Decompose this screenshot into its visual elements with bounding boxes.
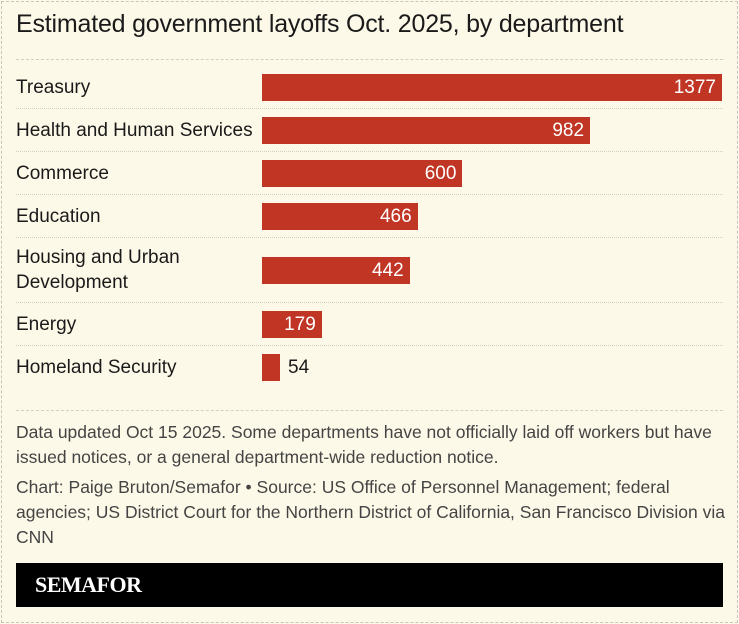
value-label: 982 — [552, 120, 585, 141]
chart-title: Estimated government layoffs Oct. 2025, … — [16, 10, 624, 38]
bar — [262, 117, 591, 144]
row-divider — [16, 194, 723, 195]
bar — [262, 257, 410, 284]
value-label: 466 — [379, 206, 412, 227]
category-label: Education — [16, 205, 101, 227]
value-label: 600 — [424, 163, 457, 184]
row-divider — [16, 237, 723, 238]
semafor-logo: SEMAFOR — [35, 572, 142, 597]
category-label: Treasury — [16, 76, 91, 98]
value-label: 54 — [288, 357, 310, 378]
row-divider — [16, 302, 723, 303]
divider — [16, 59, 723, 60]
value-label: 442 — [371, 260, 404, 281]
row-divider — [16, 410, 723, 411]
value-label: 1377 — [673, 77, 716, 98]
category-label: Commerce — [16, 162, 109, 184]
bar — [262, 354, 281, 381]
bar — [262, 74, 722, 101]
row-divider — [16, 151, 723, 152]
footer-bar: SEMAFOR — [16, 563, 723, 607]
chart-note: Data updated Oct 15 2025. Some departmen… — [16, 422, 712, 467]
row-divider — [16, 108, 723, 109]
value-label: 179 — [284, 314, 316, 335]
bar — [262, 311, 322, 338]
chart-source: Chart: Paige Bruton/Semafor • Source: US… — [16, 477, 725, 547]
category-label: Energy — [16, 313, 77, 335]
category-label: Housing and Urban Development — [16, 247, 180, 293]
bar — [262, 160, 463, 187]
bar — [262, 203, 418, 230]
category-label: Health and Human Services — [16, 119, 253, 141]
category-label: Homeland Security — [16, 356, 177, 378]
row-divider — [16, 345, 723, 346]
